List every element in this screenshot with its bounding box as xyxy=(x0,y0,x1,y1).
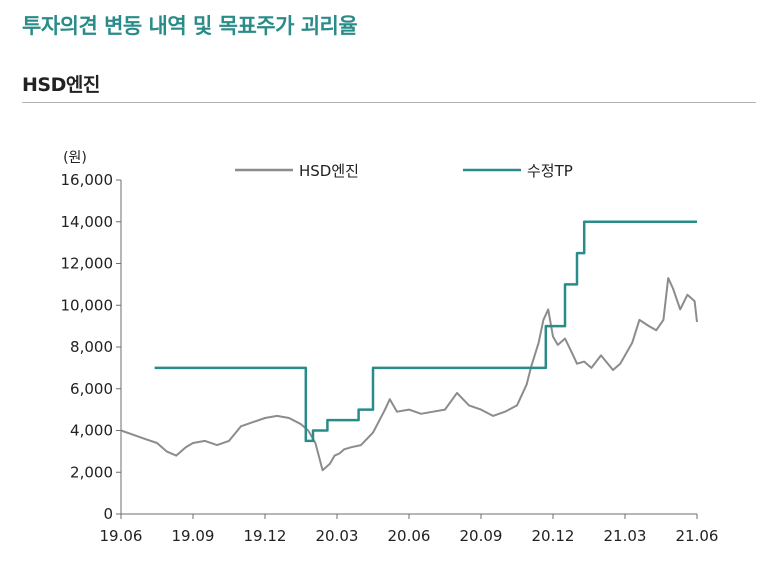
y-tick-label: 10,000 xyxy=(61,296,114,314)
legend-label-price: HSD엔진 xyxy=(299,162,359,180)
y-tick-label: 4,000 xyxy=(70,422,113,440)
y-tick-label: 12,000 xyxy=(61,255,114,273)
y-tick-label: 16,000 xyxy=(61,171,114,189)
y-unit-label: (원) xyxy=(63,150,87,166)
x-tick-label: 20.09 xyxy=(460,527,503,545)
y-tick-label: 14,000 xyxy=(61,213,114,231)
x-tick-label: 20.12 xyxy=(532,527,575,545)
price-series-line xyxy=(120,277,698,472)
y-tick-label: 8,000 xyxy=(70,338,113,356)
header-divider xyxy=(22,102,756,103)
y-tick-label: 6,000 xyxy=(70,380,113,398)
x-tick-label: 21.03 xyxy=(604,527,647,545)
x-tick-label: 19.12 xyxy=(244,527,287,545)
x-tick-label: 21.06 xyxy=(676,527,719,545)
legend-label-target: 수정TP xyxy=(527,162,573,180)
x-tick-label: 19.09 xyxy=(172,527,215,545)
report-title: 투자의견 변동 내역 및 목표주가 괴리율 xyxy=(22,14,358,38)
target-price-series-line xyxy=(154,220,697,443)
x-tick-label: 20.03 xyxy=(316,527,359,545)
x-tick-label: 19.06 xyxy=(100,527,143,545)
x-tick-label: 20.06 xyxy=(388,527,431,545)
y-tick-label: 2,000 xyxy=(70,463,113,481)
company-name: HSD엔진 xyxy=(22,74,100,96)
y-tick-label: 0 xyxy=(103,505,113,523)
